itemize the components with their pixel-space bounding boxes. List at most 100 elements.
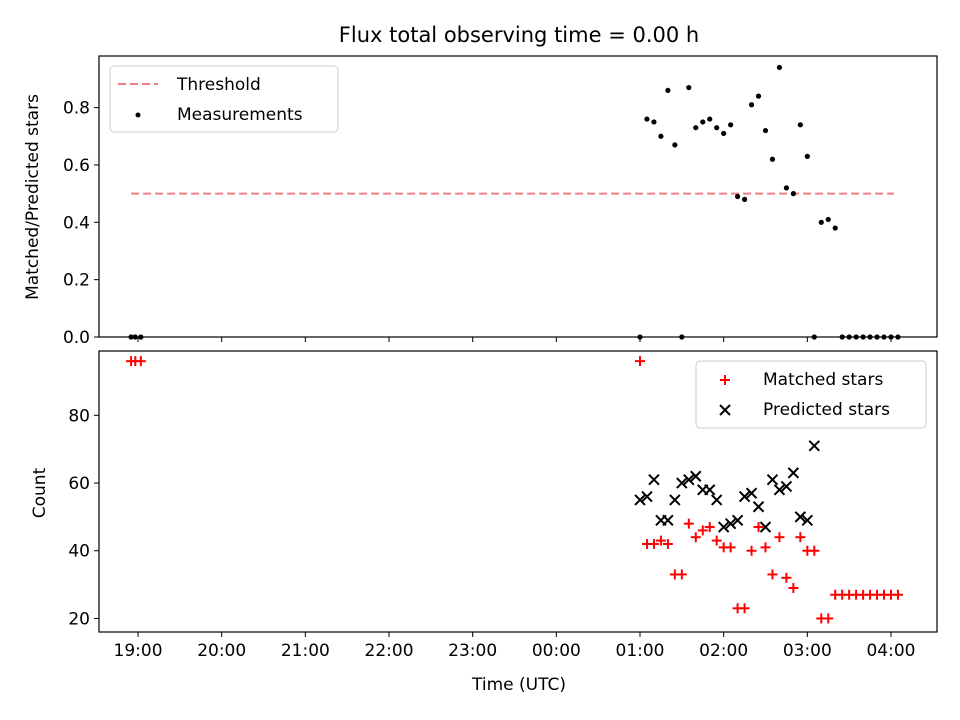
bottom-y-axis-label: Count [30,467,50,518]
predicted-star-point [773,484,786,496]
measurement-point [825,216,831,223]
measurements-legend-swatch [135,112,141,118]
measurement-point [895,334,901,340]
measurement-point [672,142,678,148]
matched-star-point [676,569,687,580]
y-tick-label: 0.0 [63,328,90,348]
matched-star-point [635,356,646,367]
x-tick-label: 20:00 [197,641,246,661]
measurement-point [867,334,873,340]
predicted-star-point [717,521,730,533]
x-tick-label: 01:00 [616,641,665,661]
matched-star-point [767,569,778,580]
predicted-star-point [704,484,716,496]
predicted-legend-marker [719,404,731,416]
matched-star-point [655,535,666,546]
measurement-point [783,185,790,191]
measurement-point [839,334,845,340]
predicted-star-point [808,440,821,452]
predicted-star-point [787,467,800,479]
y-tick-label: 0.4 [63,213,90,233]
matched-star-point [753,522,764,533]
measurement-point [818,219,824,225]
predicted-star-point [690,470,702,482]
predicted-star-point [794,511,807,523]
measurement-point [874,334,880,340]
measurement-point [755,93,762,99]
measurement-point [776,64,783,71]
x-tick-label: 22:00 [365,641,414,661]
top-panel: 0.00.20.40.60.8 Matched/Predicted stars … [23,55,938,348]
x-tick-label: 23:00 [448,641,497,661]
predicted-star-point [780,480,793,493]
predicted-legend-label: Predicted stars [763,400,890,420]
measurement-point [797,122,803,128]
threshold-legend-label: Threshold [176,75,261,95]
measurement-point [707,116,713,122]
matched-star-point [690,532,701,543]
matched-star-point [823,613,834,624]
predicted-star-point [710,494,723,506]
predicted-star-point [766,473,779,486]
measurements-points [128,64,901,340]
measurement-point [811,334,817,340]
y-tick-label: 0.2 [63,271,90,291]
measurement-point [644,116,650,122]
matched-star-point [795,532,806,543]
bottom-legend-box [695,360,927,429]
predicted-star-point [662,514,674,526]
top-legend-box [109,65,339,133]
bottom-panel: 19:00 20:00 21:00 22:00 23:00 00:00 01:00 02:00… [30,350,938,695]
matched-star-point [135,356,146,367]
x-axis-label: Time (UTC) [471,675,566,695]
y-tick-label: 0.6 [63,156,90,176]
measurement-point [769,156,776,162]
y-tick-label: 40 [68,542,90,562]
chart-title: Flux total observing time = 0.00 h [339,23,699,47]
x-tick-label: 02:00 [699,641,748,661]
matched-star-point [704,522,715,533]
matched-legend-label: Matched stars [763,370,883,390]
measurement-point [658,133,664,139]
measurement-point [700,119,706,125]
measurement-point [138,334,144,340]
measurement-point [128,334,134,340]
measurement-point [853,334,859,340]
bottom-legend: Matched stars Predicted stars [695,360,927,429]
predicted-star-point [683,473,695,486]
measurement-point [846,334,852,340]
measurement-point [714,125,720,131]
measurement-point [741,196,748,202]
matched-star-point [892,589,903,600]
count-points [126,356,903,624]
predicted-star-point [759,521,772,533]
measurement-point [735,193,741,200]
predicted-star-point [634,494,646,506]
predicted-star-point [676,477,688,489]
predicted-star-point [648,473,660,486]
measurement-point [679,334,685,340]
matched-star-point [711,535,722,546]
measurement-point [665,87,671,94]
measurement-point [881,334,887,340]
y-tick-label: 20 [68,609,90,629]
matched-star-point [739,603,750,614]
y-tick-label: 80 [68,406,90,426]
matched-star-point [760,542,771,553]
predicted-star-point [752,501,765,513]
matched-star-point [788,582,799,593]
measurement-point [728,122,734,128]
measurement-point [832,225,838,231]
matched-star-point [662,538,673,549]
matched-star-point [683,518,694,529]
matched-star-point [781,572,792,583]
predicted-star-point [641,490,653,503]
matched-legend-swatch [720,375,730,385]
matched-star-point [809,545,820,556]
measurement-point [762,127,769,134]
predicted-star-point [724,517,737,530]
predicted-star-point [738,490,751,503]
x-tick-label: 00:00 [532,641,581,661]
x-tick-label: 21:00 [281,641,330,661]
